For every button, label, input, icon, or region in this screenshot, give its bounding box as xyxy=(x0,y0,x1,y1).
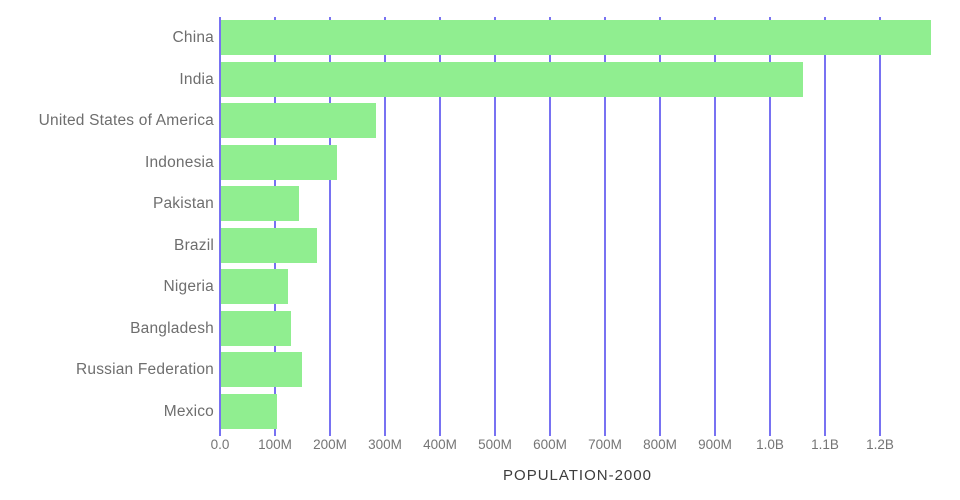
x-tick-label-1-1b: 1.1B xyxy=(811,437,839,452)
bar-india xyxy=(221,61,803,97)
y-label-united-states-of-america: United States of America xyxy=(38,112,214,129)
y-label-china: China xyxy=(172,29,214,46)
bar-mexico xyxy=(221,393,277,429)
gridline-1-2b xyxy=(879,17,881,436)
bar-bangladesh xyxy=(221,310,292,346)
bar-pakistan xyxy=(221,186,300,222)
bar-china xyxy=(221,20,931,56)
bar-united-states-of-america xyxy=(221,103,377,139)
y-label-mexico: Mexico xyxy=(163,402,214,420)
x-axis-title: POPULATION-2000 xyxy=(503,467,652,484)
gridline-1-0b xyxy=(769,17,771,436)
y-axis-line xyxy=(219,17,221,436)
x-tick-label-1-0b: 1.0B xyxy=(756,437,784,452)
x-tick-label-900m: 900M xyxy=(698,437,732,452)
x-tick-label-0-0: 0.0 xyxy=(210,437,230,452)
bar-russian-federation xyxy=(221,352,302,388)
x-tick-label-500m: 500M xyxy=(478,437,512,452)
y-label-russian-federation: Russian Federation xyxy=(75,361,214,378)
x-tick-label-200m: 200M xyxy=(313,437,347,452)
x-tick-label-400m: 400M xyxy=(423,437,457,452)
bar-indonesia xyxy=(221,144,338,180)
gridline-900m xyxy=(714,17,716,436)
bar-brazil xyxy=(221,227,318,263)
x-tick-label-300m: 300M xyxy=(368,437,402,452)
gridline-700m xyxy=(604,17,606,436)
bar-nigeria xyxy=(221,269,289,305)
x-tick-label-800m: 800M xyxy=(643,437,677,452)
gridline-300m xyxy=(384,17,386,436)
gridline-800m xyxy=(659,17,661,436)
y-label-indonesia: Indonesia xyxy=(144,153,214,171)
gridline-600m xyxy=(549,17,551,436)
x-tick-label-700m: 700M xyxy=(588,437,622,452)
x-tick-label-100m: 100M xyxy=(258,437,292,452)
y-label-brazil: Brazil xyxy=(174,236,214,254)
y-label-nigeria: Nigeria xyxy=(163,278,214,295)
y-label-bangladesh: Bangladesh xyxy=(130,319,214,337)
gridline-100m xyxy=(274,17,276,436)
x-tick-label-1-2b: 1.2B xyxy=(866,437,894,452)
y-label-pakistan: Pakistan xyxy=(152,195,214,212)
gridline-500m xyxy=(494,17,496,436)
gridline-1-1b xyxy=(824,17,826,436)
gridline-400m xyxy=(439,17,441,436)
gridline-200m xyxy=(329,17,331,436)
y-label-india: India xyxy=(179,70,214,88)
x-tick-label-600m: 600M xyxy=(533,437,567,452)
